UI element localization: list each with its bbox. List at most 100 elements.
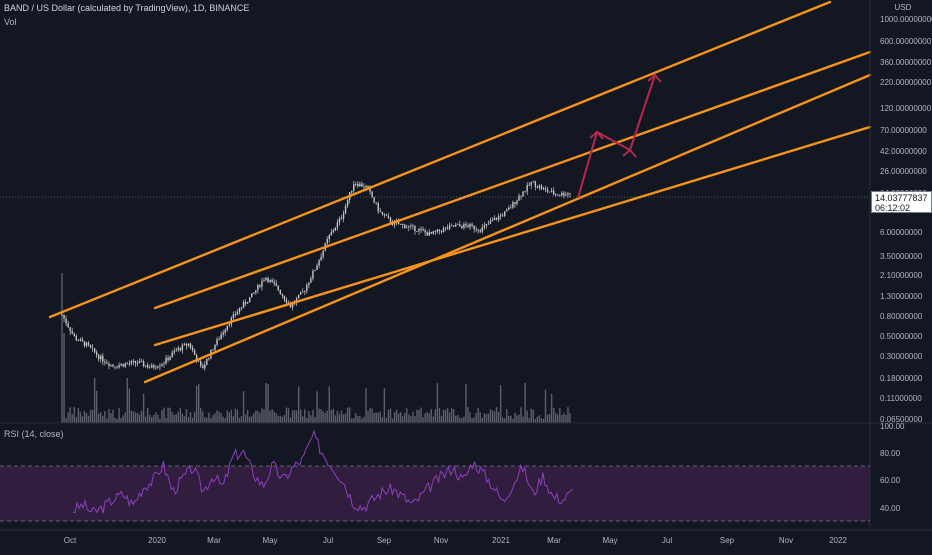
time-axis[interactable]: Oct 2020 Mar May Jul Sep Nov 2021 Mar May Jul Sep No…	[64, 536, 848, 545]
volume-bar	[475, 413, 477, 423]
candle-body	[371, 191, 373, 198]
candle-body	[226, 325, 228, 330]
volume-bar	[200, 408, 202, 423]
volume-bar	[281, 416, 284, 423]
volume-bar	[193, 411, 196, 423]
candle-body	[428, 232, 430, 236]
candle-body	[193, 350, 196, 355]
volume-bar	[83, 410, 86, 423]
rsi-axis[interactable]: 100.00 80.00 60.00 40.00	[880, 422, 905, 513]
price-tick-label: 0.18000000	[880, 374, 923, 383]
volume-bar	[383, 388, 386, 423]
volume-bar	[287, 408, 290, 423]
channel-line	[143, 73, 872, 384]
volume-bar	[277, 415, 279, 423]
candle-body	[106, 362, 108, 364]
volume-bar	[310, 415, 312, 423]
candle-body	[191, 347, 194, 351]
time-tick-label: Mar	[207, 536, 221, 545]
candle-body	[116, 367, 118, 369]
volume-bar	[548, 413, 551, 423]
volume-bar	[183, 416, 186, 423]
candle-body	[332, 230, 335, 233]
volume-bar	[338, 413, 341, 423]
candle-body	[61, 314, 63, 316]
price-axis[interactable]: 1000.00000000 600.00000000 360.00000000 220…	[880, 15, 932, 424]
candle-body	[163, 363, 165, 365]
time-tick-label: Nov	[434, 536, 448, 545]
candle-body	[153, 365, 155, 368]
candle-body	[473, 225, 475, 230]
volume-bar	[89, 409, 92, 423]
volume-bar	[404, 412, 406, 423]
candle-body	[408, 226, 410, 228]
candle-body	[187, 343, 190, 346]
candle-body	[232, 314, 235, 318]
candle-body	[165, 357, 167, 364]
volume-bar	[187, 417, 190, 423]
volume-bar	[328, 386, 330, 423]
volume-bar	[118, 407, 120, 423]
time-tick-label: May	[602, 536, 617, 545]
candle-body	[501, 215, 504, 217]
volume-bar	[508, 415, 510, 423]
candle-body	[461, 225, 463, 228]
volume-bar	[210, 418, 212, 423]
volume-bar	[299, 409, 302, 423]
volume-bar	[202, 411, 204, 423]
volume-bar	[336, 410, 339, 423]
candle-body	[259, 284, 261, 287]
volume-bar	[489, 409, 492, 423]
volume-bar	[244, 414, 247, 423]
volume-bar	[79, 411, 82, 423]
candle-body	[310, 278, 312, 283]
volume-bar	[112, 409, 114, 423]
candle-body	[446, 227, 449, 229]
projection-path	[577, 74, 656, 199]
candle-body	[320, 256, 322, 261]
candle-body	[567, 193, 569, 195]
volume-bar	[442, 409, 445, 423]
candle-body	[540, 185, 543, 190]
volume-bar	[540, 418, 543, 423]
candle-body	[81, 339, 84, 342]
candle-body	[155, 367, 157, 369]
volume-bar	[265, 382, 267, 423]
volume-bar	[140, 410, 143, 423]
candle-body	[128, 363, 131, 365]
volume-bar	[122, 415, 124, 423]
candle-body	[528, 184, 530, 186]
candle-body	[169, 356, 171, 361]
volume-bar	[561, 415, 563, 423]
price-tick-label: 120.00000000	[880, 104, 932, 113]
candle-body	[214, 345, 216, 351]
volume-bar	[459, 417, 461, 423]
channel-lines	[48, 0, 872, 384]
candle-body	[146, 365, 149, 368]
volume-bar	[501, 417, 504, 423]
candle-body	[363, 186, 365, 188]
volume-bar	[483, 413, 486, 423]
price-tick-label: 0.30000000	[880, 352, 923, 361]
bar-countdown: 06:12:02	[875, 203, 911, 213]
candle-body	[457, 224, 459, 225]
volume-bar	[455, 415, 457, 423]
volume-bar	[248, 416, 251, 423]
volume-bar	[279, 415, 281, 423]
volume-bar	[124, 412, 126, 423]
volume-bar	[179, 407, 182, 423]
volume-bar	[432, 416, 435, 423]
candle-body	[487, 223, 490, 225]
volume-bar	[275, 413, 277, 423]
candle-body	[291, 303, 294, 308]
volume-bar	[426, 412, 428, 423]
time-tick-label: Oct	[64, 536, 77, 545]
candle-body	[91, 347, 94, 349]
candle-body	[465, 224, 467, 226]
volume-bar	[159, 418, 161, 423]
candle-body	[271, 279, 273, 282]
candle-body	[489, 220, 492, 224]
price-tick-label: 600.00000000	[880, 37, 932, 46]
candle-body	[304, 290, 306, 292]
volume-bar	[428, 413, 430, 423]
